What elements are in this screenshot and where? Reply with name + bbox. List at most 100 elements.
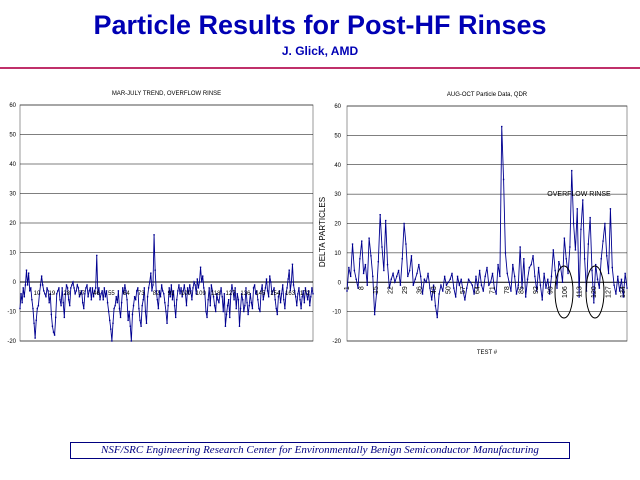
- data-point: [72, 281, 74, 283]
- data-point: [303, 301, 306, 304]
- data-point: [245, 287, 247, 289]
- data-point: [52, 331, 55, 333]
- data-point: [508, 281, 510, 283]
- data-point: [158, 290, 161, 292]
- data-point: [248, 304, 250, 307]
- data-point: [282, 284, 284, 286]
- data-point: [580, 228, 582, 231]
- x-tick-label: 57: [460, 286, 467, 294]
- data-point: [541, 299, 543, 301]
- data-point: [94, 287, 97, 289]
- data-point: [436, 316, 438, 319]
- data-point: [364, 263, 367, 266]
- x-tick-label: 29: [402, 286, 409, 294]
- data-point: [141, 304, 143, 307]
- data-point: [556, 287, 558, 289]
- data-point: [116, 301, 119, 304]
- data-point: [171, 299, 174, 301]
- data-point: [312, 293, 314, 295]
- data-point: [244, 304, 246, 307]
- data-point: [240, 293, 243, 295]
- data-point: [390, 278, 392, 281]
- y-tick-label: 0: [338, 280, 342, 286]
- data-point: [530, 263, 532, 266]
- page-title: Particle Results for Post-HF Rinses: [93, 10, 547, 40]
- data-point: [150, 272, 152, 274]
- data-point: [491, 272, 494, 275]
- data-point: [419, 275, 422, 278]
- x-tick-label: 134: [620, 286, 627, 298]
- data-point: [27, 272, 30, 274]
- data-point: [187, 293, 190, 295]
- data-point: [66, 287, 69, 289]
- data-point: [534, 275, 536, 278]
- data-point: [209, 304, 211, 307]
- data-point: [84, 293, 86, 295]
- data-point: [37, 304, 40, 307]
- data-point: [284, 307, 286, 310]
- x-tick-label: 8: [359, 286, 366, 290]
- data-point: [471, 284, 473, 286]
- annotation-overflow-rinse: OVERFLOW RINSE: [547, 191, 611, 198]
- data-point: [261, 284, 263, 286]
- data-point: [412, 284, 415, 286]
- data-point: [31, 299, 33, 301]
- data-point: [198, 281, 201, 283]
- data-point: [242, 299, 244, 301]
- data-point: [301, 296, 303, 298]
- y-tick-label: 0: [13, 280, 17, 286]
- data-point: [431, 299, 433, 301]
- data-point: [537, 266, 540, 269]
- x-tick-label: 37: [78, 291, 85, 297]
- data-point: [285, 293, 287, 295]
- data-point: [73, 287, 75, 289]
- chart-aug-oct: AUG-OCT Particle Data, QDR -20 -10 0 10 20 30 4…: [318, 92, 628, 356]
- data-point: [250, 301, 253, 304]
- y-tick-label: 50: [9, 133, 16, 139]
- data-point: [421, 293, 424, 295]
- data-point: [89, 287, 91, 289]
- data-point: [384, 219, 387, 222]
- data-point: [486, 266, 488, 269]
- data-point: [251, 307, 254, 310]
- data-point: [270, 281, 272, 283]
- data-point: [583, 258, 586, 260]
- data-point: [277, 296, 280, 298]
- data-point: [71, 284, 73, 286]
- data-point: [289, 290, 291, 292]
- data-point: [372, 275, 374, 278]
- y-tick-label: 10: [334, 251, 341, 257]
- x-tick-label: 64: [475, 286, 482, 294]
- header-divider: [0, 67, 640, 69]
- data-point: [346, 290, 348, 292]
- data-point: [264, 287, 267, 289]
- x-tick-label: 73: [138, 291, 145, 297]
- data-point: [207, 299, 209, 301]
- data-point: [196, 278, 199, 280]
- x-tick-label: 28: [63, 291, 70, 297]
- data-point: [99, 299, 101, 301]
- data-point: [548, 293, 551, 295]
- data-point: [152, 284, 154, 286]
- data-point: [129, 325, 131, 327]
- data-point: [287, 278, 289, 280]
- data-point: [214, 310, 217, 313]
- data-point: [165, 310, 167, 313]
- data-point: [113, 307, 115, 310]
- data-point: [145, 322, 148, 324]
- data-point: [90, 299, 93, 301]
- data-point: [33, 322, 35, 324]
- data-point: [46, 287, 48, 289]
- data-point: [173, 304, 176, 307]
- y-tick-label: -20: [7, 339, 16, 345]
- data-point: [169, 296, 171, 298]
- data-point: [204, 293, 206, 295]
- data-point: [177, 290, 179, 292]
- data-point: [388, 287, 391, 289]
- data-point: [626, 287, 628, 289]
- data-point: [125, 290, 127, 292]
- data-point: [519, 246, 521, 248]
- x-tick-label: 136: [240, 291, 251, 297]
- data-point: [239, 307, 242, 310]
- data-point: [296, 304, 298, 307]
